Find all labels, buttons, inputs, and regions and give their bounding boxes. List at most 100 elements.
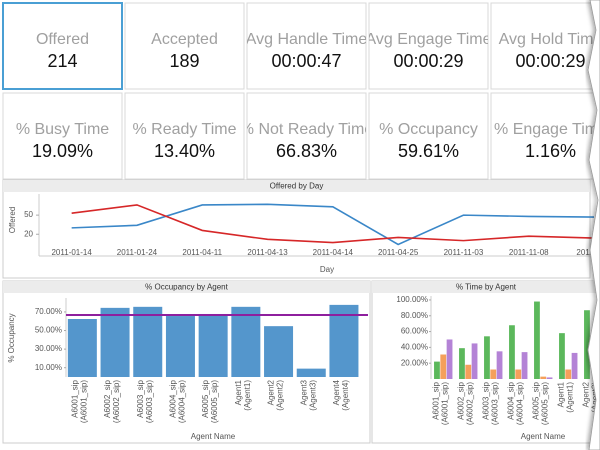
x-tick-label: 2011-04-11 [182, 248, 222, 257]
kpi-label: % Not Ready Time [240, 121, 373, 138]
kpi-content: Offered 214 [36, 31, 89, 71]
kpi-label: Avg Handle Time [246, 31, 368, 48]
kpi-tile [246, 92, 367, 180]
panel-title: % Time by Agent [456, 283, 517, 292]
bar [559, 333, 565, 379]
y-tick-label: 50.00% [35, 326, 62, 335]
x-tick-label: A6004_sip (A6004_sip) [168, 380, 187, 424]
kpi-content: % Busy Time 19.09% [16, 121, 109, 161]
kpi-label: % Ready Time [132, 121, 236, 138]
bar [484, 336, 490, 379]
kpi-label: % Occupancy [379, 121, 478, 138]
x-tick-text: A6001_sip (A6001_sip) [431, 382, 450, 426]
y-tick-label: 20.00% [401, 358, 428, 367]
kpi-value: 00:00:47 [271, 51, 341, 71]
x-tick-label: A6002_sip (A6002_sip) [103, 380, 122, 424]
y-tick-label: 80.00% [401, 311, 428, 320]
y-tick-label: 40.00% [401, 342, 428, 351]
kpi-value: 00:00:29 [515, 51, 585, 71]
x-tick-text: A6002_sip (A6002_sip) [456, 382, 475, 426]
bar [540, 376, 547, 379]
x-tick-label: A6005_sip (A6005_sip) [531, 382, 550, 426]
x-tick-label: Agent4 (Agent4) [331, 380, 350, 411]
kpi-content: % Ready Time 13.40% [132, 121, 236, 161]
kpi-label: Avg Engage Time [365, 31, 491, 48]
x-tick-text: Agent2 (Agent2) [266, 380, 285, 411]
y-tick-label: 30.00% [35, 344, 62, 353]
x-tick-label: 2011-11-08 [509, 248, 549, 257]
y-tick-label: 70.00% [35, 307, 62, 316]
bar [546, 377, 553, 379]
kpi-label: Offered [36, 31, 89, 48]
bar [459, 348, 465, 379]
bar [490, 369, 497, 379]
x-tick-label: A6004_sip (A6004_sip) [507, 382, 525, 425]
kpi-content: Avg Engage Time 00:00:29 [365, 31, 491, 71]
x-tick-label: Agent2 (Agent2) [266, 380, 285, 411]
x-tick-label: 2011-11-03 [444, 248, 484, 257]
panel-title: Offered by Day [270, 182, 324, 191]
kpi-value: 189 [169, 51, 199, 71]
panel [2, 179, 591, 279]
kpi-content: % Not Ready Time 66.83% [240, 121, 373, 161]
x-tick-label: 2011-01-14 [51, 248, 92, 257]
kpi-content: Avg Hold Time 00:00:29 [499, 31, 600, 71]
x-tick-text: A6002_sip (A6002_sip) [103, 380, 122, 424]
x-tick-label: A6003_sip (A6003_sip) [135, 380, 154, 424]
x-tick-label: A6003_sip (A6003_sip) [482, 382, 500, 425]
kpi-tile [368, 92, 489, 180]
kpi-tile [124, 2, 245, 90]
kpi-content: % Engage Time 1.16% [494, 121, 600, 161]
kpi-value: 214 [47, 51, 77, 71]
bar [509, 325, 515, 379]
x-tick-text: Agent1 (Agent1) [556, 382, 575, 413]
torn-edge [587, 0, 600, 450]
y-axis-title: Offered [8, 207, 17, 234]
kpi-label: % Engage Time [494, 121, 600, 138]
x-axis-title: Day [320, 265, 334, 274]
x-tick-text: A6003_sip (A6003_sip) [135, 380, 154, 424]
line-series [71, 204, 595, 244]
kpi-tile [246, 2, 367, 90]
y-tick-label: 10.00% [35, 363, 62, 372]
kpi-content: Avg Handle Time 00:00:47 [246, 31, 368, 71]
bar [329, 304, 359, 377]
x-tick-text: A6005_sip (A6005_sip) [201, 380, 220, 424]
x-tick-label: 2011-04-13 [247, 248, 288, 257]
bar [565, 369, 572, 379]
panel-header [3, 180, 590, 192]
kpi-tile [2, 92, 123, 180]
bar [440, 354, 447, 379]
bar [534, 301, 540, 379]
bar [133, 306, 163, 377]
kpi-value: 66.83% [276, 141, 337, 161]
bar [446, 339, 453, 379]
x-tick-text: Agent3 (Agent3) [299, 380, 318, 411]
bar [231, 306, 261, 377]
bar [471, 343, 478, 379]
kpi-value: 19.09% [32, 141, 93, 161]
bar [584, 310, 590, 379]
kpi-value: 59.61% [398, 141, 459, 161]
bar [67, 319, 97, 377]
x-tick-label: Agent3 (Agent3) [299, 380, 318, 411]
x-tick-text: A6005_sip (A6005_sip) [531, 382, 550, 426]
kpi-tile [368, 2, 489, 90]
x-axis-title: Agent Name [521, 432, 566, 441]
y-tick-label: 50 [24, 210, 33, 219]
kpi-content: Accepted 189 [151, 31, 218, 71]
bar [515, 369, 522, 379]
x-tick-label: 2011-04-25 [378, 248, 419, 257]
panel-header [3, 281, 370, 293]
bar [496, 351, 503, 379]
kpi-content: % Occupancy 59.61% [379, 121, 478, 161]
panel-title: % Occupancy by Agent [145, 283, 228, 292]
bar [264, 326, 294, 377]
x-tick-label: Agent1 (Agent1) [234, 380, 252, 411]
x-tick-text: A6004_sip (A6004_sip) [168, 380, 187, 424]
kpi-tile [2, 2, 123, 90]
x-tick-text: A6001_sip (A6001_sip) [70, 380, 89, 424]
x-tick-label: A6005_sip (A6005_sip) [201, 380, 220, 424]
x-tick-label: 2011-04-14 [313, 248, 354, 257]
x-tick-text: Agent4 (Agent4) [331, 380, 350, 411]
